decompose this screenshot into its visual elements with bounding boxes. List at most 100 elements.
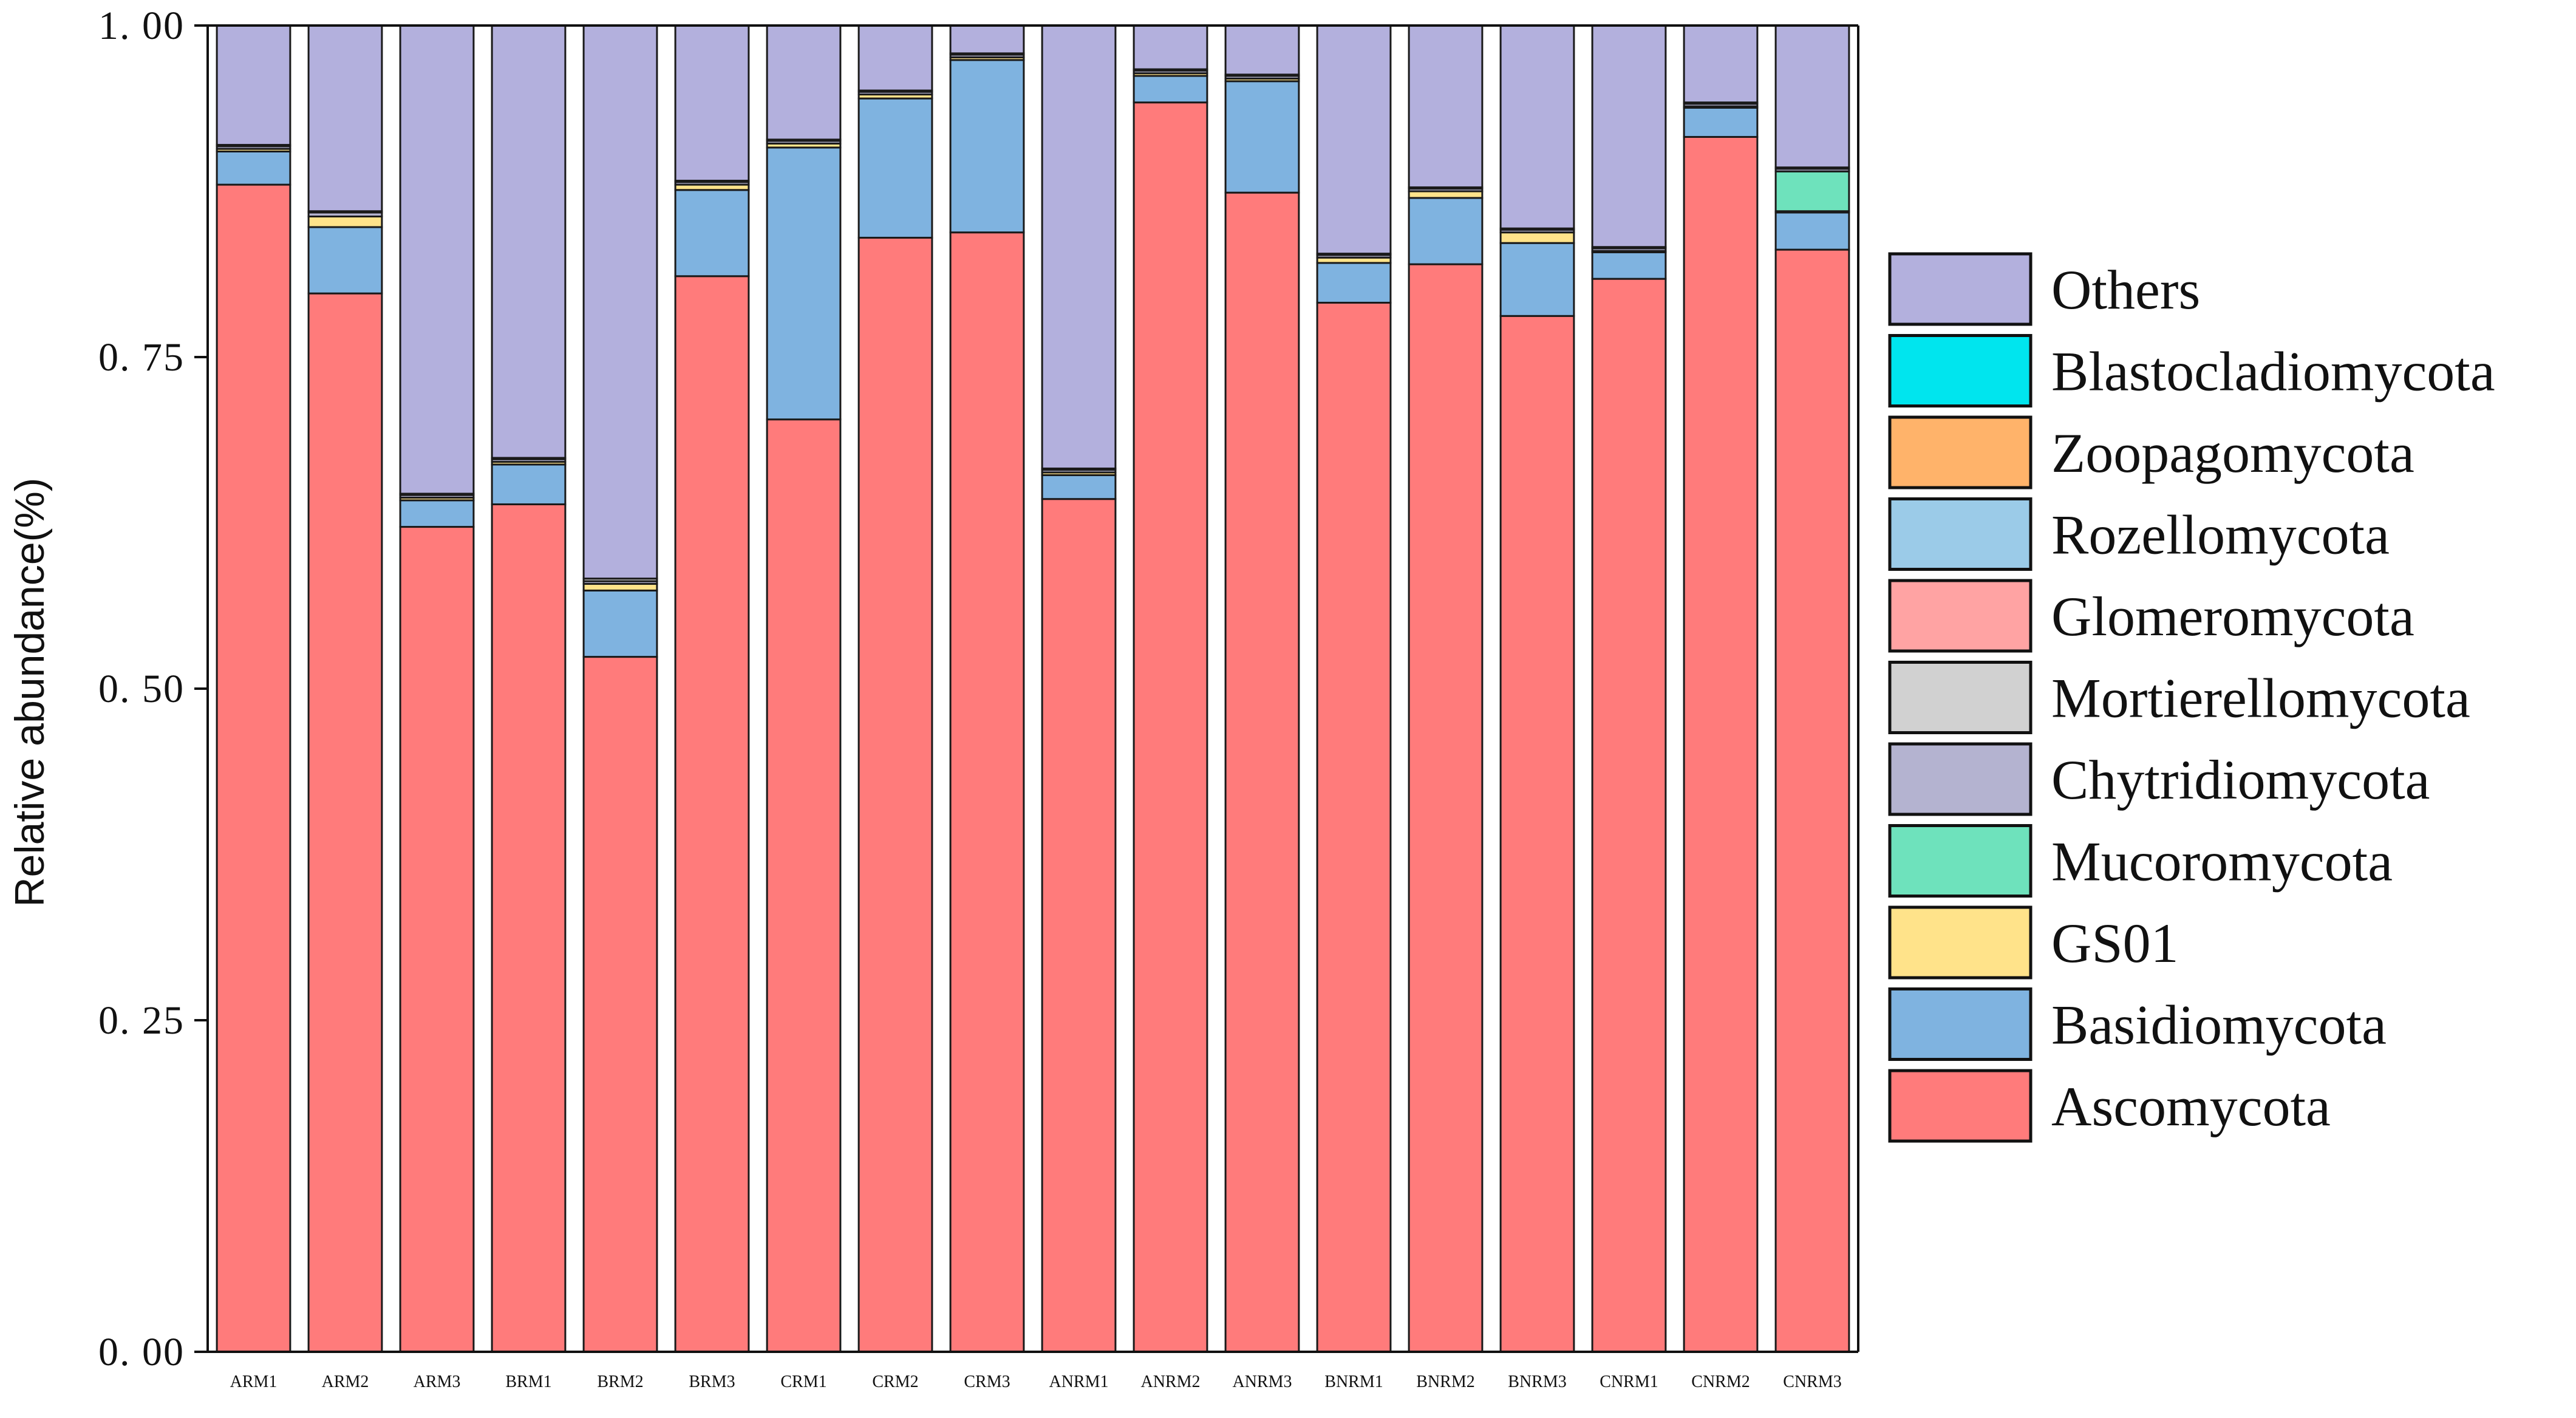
bar-segment-bnrm2-others: [1409, 26, 1482, 187]
legend-item-blastocladiomycota: Blastocladiomycota: [1890, 336, 2495, 406]
x-tick-label-arm1: ARM1: [230, 1372, 278, 1391]
legend-label-blastocladiomycota: Blastocladiomycota: [2051, 341, 2495, 403]
legend-swatch-others: [1890, 254, 2031, 324]
bar-segment-brm1-ascomycota: [492, 504, 565, 1352]
bar-segment-anrm2-others: [1134, 26, 1207, 69]
bar-segment-brm1-basidiomycota: [492, 465, 565, 505]
bar-segment-bnrm3-gs01: [1501, 233, 1574, 243]
y-tick-label: 0. 00: [98, 1330, 185, 1374]
bar-segment-bnrm3-ascomycota: [1501, 316, 1574, 1352]
bar-segment-anrm1-ascomycota: [1042, 499, 1116, 1352]
bar-segment-arm3-others: [400, 26, 474, 494]
x-tick-label-bnrm1: BNRM1: [1324, 1372, 1383, 1391]
legend-label-basidiomycota: Basidiomycota: [2051, 994, 2387, 1056]
bar-segment-brm3-ascomycota: [675, 276, 749, 1352]
x-tick-label-cnrm3: CNRM3: [1783, 1372, 1841, 1391]
legend-label-glomeromycota: Glomeromycota: [2051, 585, 2414, 647]
x-tick-label-anrm2: ANRM2: [1140, 1372, 1200, 1391]
bar-segment-bnrm1-basidiomycota: [1317, 263, 1391, 303]
legend-label-ascomycota: Ascomycota: [2051, 1075, 2331, 1137]
bar-segment-brm2-gs01: [584, 584, 657, 590]
legend-item-others: Others: [1890, 254, 2200, 324]
legend-item-basidiomycota: Basidiomycota: [1890, 989, 2387, 1060]
x-tick-label-brm3: BRM3: [689, 1372, 735, 1391]
bar-segment-cnrm3-ascomycota: [1776, 250, 1849, 1352]
bar-segment-bnrm2-gs01: [1409, 191, 1482, 198]
x-tick-label-bnrm2: BNRM2: [1416, 1372, 1474, 1391]
bar-segment-brm2-ascomycota: [584, 657, 657, 1352]
legend-label-mortierellomycota: Mortierellomycota: [2051, 667, 2470, 729]
bar-segment-arm2-basidiomycota: [308, 227, 382, 293]
y-tick-label: 0. 25: [98, 998, 185, 1043]
x-tick-label-anrm3: ANRM3: [1232, 1372, 1292, 1391]
stacked-bar-chart: ARM1 ARM2 ARM3 BRM1 BRM2 BRM3 CRM1 CRM2 CRM3 ANRM…: [0, 0, 2576, 1418]
bar-segment-anrm1-others: [1042, 26, 1116, 468]
legend-swatch-gs01: [1890, 907, 2031, 978]
bar-segment-cnrm1-others: [1592, 26, 1666, 247]
x-tick-label-brm1: BRM1: [505, 1372, 551, 1391]
bar-segment-arm3-basidiomycota: [400, 500, 474, 527]
bar-segment-bnrm2-basidiomycota: [1409, 198, 1482, 264]
bar-segment-anrm2-ascomycota: [1134, 103, 1207, 1352]
bar-segment-arm2-others: [308, 26, 382, 211]
bar-segment-arm1-ascomycota: [217, 185, 290, 1352]
legend-swatch-mortierellomycota: [1890, 663, 2031, 733]
bar-segment-crm1-ascomycota: [767, 420, 840, 1352]
bar-segment-cnrm3-others: [1776, 26, 1849, 168]
bar-segment-bnrm1-ascomycota: [1317, 302, 1391, 1352]
legend: Others Blastocladiomycota Zoopagomycota Roz…: [1890, 254, 2495, 1141]
bar-segment-bnrm2-ascomycota: [1409, 264, 1482, 1352]
bar-segment-anrm3-others: [1225, 26, 1299, 75]
bar-segment-anrm3-basidiomycota: [1225, 81, 1299, 193]
legend-item-zoopagomycota: Zoopagomycota: [1890, 417, 2414, 488]
bar-segment-crm3-basidiomycota: [950, 60, 1024, 233]
legend-swatch-chytridiomycota: [1890, 744, 2031, 814]
x-tick-label-cnrm2: CNRM2: [1691, 1372, 1750, 1391]
bar-segment-bnrm3-others: [1501, 26, 1574, 228]
x-tick-label-crm3: CRM3: [964, 1372, 1010, 1391]
bar-segment-crm3-ascomycota: [950, 233, 1024, 1352]
x-tick-label-bnrm3: BNRM3: [1508, 1372, 1566, 1391]
legend-label-gs01: GS01: [2051, 912, 2179, 974]
bar-segment-bnrm1-others: [1317, 26, 1391, 254]
legend-swatch-basidiomycota: [1890, 989, 2031, 1060]
x-tick-label-cnrm1: CNRM1: [1600, 1372, 1658, 1391]
x-tick-label-anrm1: ANRM1: [1049, 1372, 1108, 1391]
bar-segment-arm2-ascomycota: [308, 293, 382, 1352]
bar-segment-brm3-others: [675, 26, 749, 181]
bar-segment-cnrm3-basidiomycota: [1776, 213, 1849, 250]
bar-segment-brm2-basidiomycota: [584, 590, 657, 656]
y-tick-label: 1. 00: [98, 4, 185, 48]
legend-swatch-mucoromycota: [1890, 826, 2031, 896]
legend-swatch-glomeromycota: [1890, 581, 2031, 651]
bar-segment-crm2-ascomycota: [859, 237, 932, 1352]
x-tick-label-crm1: CRM1: [780, 1372, 826, 1391]
x-tick-label-arm3: ARM3: [414, 1372, 461, 1391]
y-tick-label: 0. 75: [98, 335, 185, 380]
legend-swatch-zoopagomycota: [1890, 417, 2031, 488]
legend-label-mucoromycota: Mucoromycota: [2051, 831, 2393, 893]
legend-label-others: Others: [2051, 259, 2200, 321]
bar-segment-anrm3-ascomycota: [1225, 193, 1299, 1352]
bar-segment-brm2-others: [584, 26, 657, 579]
legend-item-rozellomycota: Rozellomycota: [1890, 499, 2390, 570]
bar-segment-anrm2-basidiomycota: [1134, 76, 1207, 103]
bar-segment-cnrm2-others: [1684, 26, 1757, 103]
y-tick-label: 0. 50: [98, 667, 185, 711]
y-axis-label: Relative abundance(%): [7, 478, 53, 907]
bar-segment-arm2-gs01: [308, 216, 382, 227]
bar-segment-arm3-ascomycota: [400, 527, 474, 1352]
bar-segment-brm1-others: [492, 26, 565, 458]
bar-segment-crm2-others: [859, 26, 932, 90]
x-tick-label-brm2: BRM2: [597, 1372, 643, 1391]
legend-swatch-rozellomycota: [1890, 499, 2031, 570]
bar-segment-cnrm1-basidiomycota: [1592, 252, 1666, 279]
legend-item-mortierellomycota: Mortierellomycota: [1890, 663, 2470, 733]
legend-swatch-ascomycota: [1890, 1071, 2031, 1141]
bar-segment-crm1-others: [767, 26, 840, 140]
x-tick-label-crm2: CRM2: [872, 1372, 918, 1391]
legend-item-ascomycota: Ascomycota: [1890, 1071, 2331, 1141]
bar-segment-anrm1-basidiomycota: [1042, 475, 1116, 499]
bar-segment-bnrm3-basidiomycota: [1501, 243, 1574, 316]
legend-item-mucoromycota: Mucoromycota: [1890, 826, 2393, 896]
